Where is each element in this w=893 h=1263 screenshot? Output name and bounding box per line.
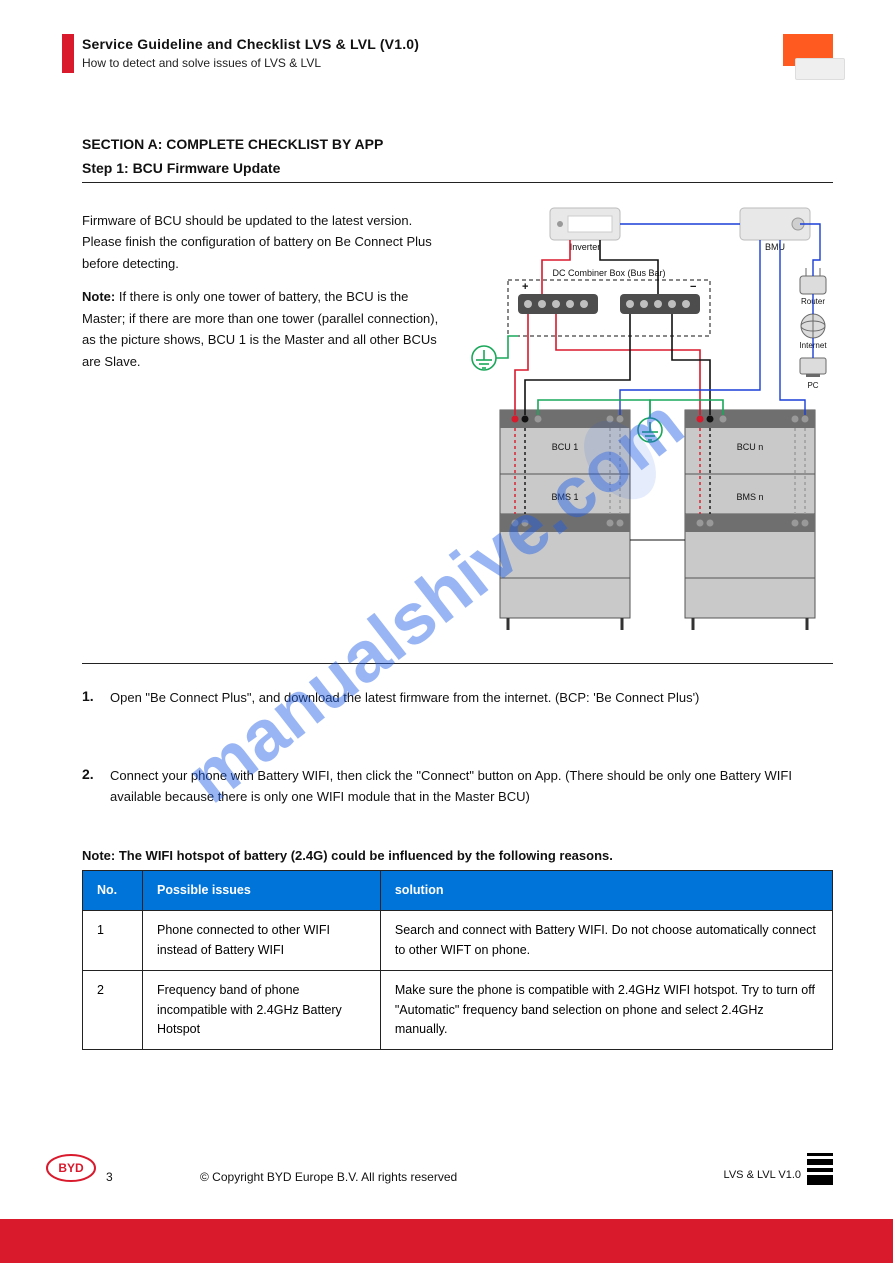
barcode-icon	[807, 1153, 833, 1185]
table-header-row: No. Possible issues solution	[83, 871, 833, 911]
page-subtitle: How to detect and solve issues of LVS & …	[82, 56, 321, 70]
header-accent-bar	[62, 34, 74, 73]
copyright: © Copyright BYD Europe B.V. All rights r…	[200, 1170, 457, 1184]
step-2-number: 2.	[82, 766, 94, 782]
divider-bottom	[82, 663, 833, 664]
label-bcu1: BCU 1	[552, 442, 579, 452]
step-1-number: 1.	[82, 688, 94, 704]
table-row: 1 Phone connected to other WIFI instead …	[83, 911, 833, 971]
intro-note-body: If there is only one tower of battery, t…	[82, 289, 438, 368]
table-col-solution: solution	[380, 871, 832, 911]
label-pc: PC	[807, 381, 818, 390]
pc-icon	[800, 358, 826, 377]
label-bcu2: BCU n	[737, 442, 764, 452]
label-bms1: BMS 1	[551, 492, 578, 502]
svg-text:BYD: BYD	[58, 1161, 84, 1175]
step-2-text: Connect your phone with Battery WIFI, th…	[110, 766, 833, 808]
wiring-diagram-svg: Inverter BMU Router Internet P	[460, 200, 830, 650]
label-combiner: DC Combiner Box (Bus Bar)	[552, 268, 665, 278]
page-title: Service Guideline and Checklist LVS & LV…	[82, 36, 419, 52]
label-bmu: BMU	[765, 242, 785, 252]
footer-bar	[0, 1219, 893, 1263]
brand-corner-card	[795, 58, 845, 80]
step1-title: Step 1: BCU Firmware Update	[82, 160, 280, 176]
svg-text:−: −	[690, 281, 696, 293]
table-cell: Make sure the phone is compatible with 2…	[380, 971, 832, 1050]
divider-top	[82, 182, 833, 183]
internet-icon	[801, 314, 825, 338]
table-col-no: No.	[83, 871, 143, 911]
wiring-diagram: Inverter BMU Router Internet P	[460, 200, 830, 650]
label-bms2: BMS n	[736, 492, 763, 502]
intro-note-label: Note:	[82, 289, 119, 304]
page-number: 3	[106, 1170, 113, 1184]
section-a-title: SECTION A: COMPLETE CHECKLIST BY APP	[82, 136, 383, 152]
byd-logo: BYD	[46, 1153, 96, 1183]
ground-icon-left	[472, 346, 496, 370]
table-col-issues: Possible issues	[143, 871, 381, 911]
issues-table: No. Possible issues solution 1 Phone con…	[82, 870, 833, 1050]
intro-text: Firmware of BCU should be updated to the…	[82, 210, 452, 372]
svg-text:+: +	[522, 281, 528, 293]
table-cell: Frequency band of phone incompatible wit…	[143, 971, 381, 1050]
doc-id: LVS & LVL V1.0	[724, 1169, 801, 1181]
table-cell: 1	[83, 911, 143, 971]
table-title: Note: The WIFI hotspot of battery (2.4G)…	[82, 848, 613, 863]
intro-paragraph-1: Firmware of BCU should be updated to the…	[82, 210, 452, 274]
table-cell: Search and connect with Battery WIFI. Do…	[380, 911, 832, 971]
table-cell: Phone connected to other WIFI instead of…	[143, 911, 381, 971]
table-row: 2 Frequency band of phone incompatible w…	[83, 971, 833, 1050]
label-inverter: Inverter	[570, 242, 601, 252]
step-1-text: Open "Be Connect Plus", and download the…	[110, 688, 833, 709]
ground-icon-mid	[638, 418, 662, 442]
table-cell: 2	[83, 971, 143, 1050]
page-root: { "header": { "title": "Service Guidelin…	[0, 0, 893, 1263]
intro-note: Note: If there is only one tower of batt…	[82, 286, 452, 372]
